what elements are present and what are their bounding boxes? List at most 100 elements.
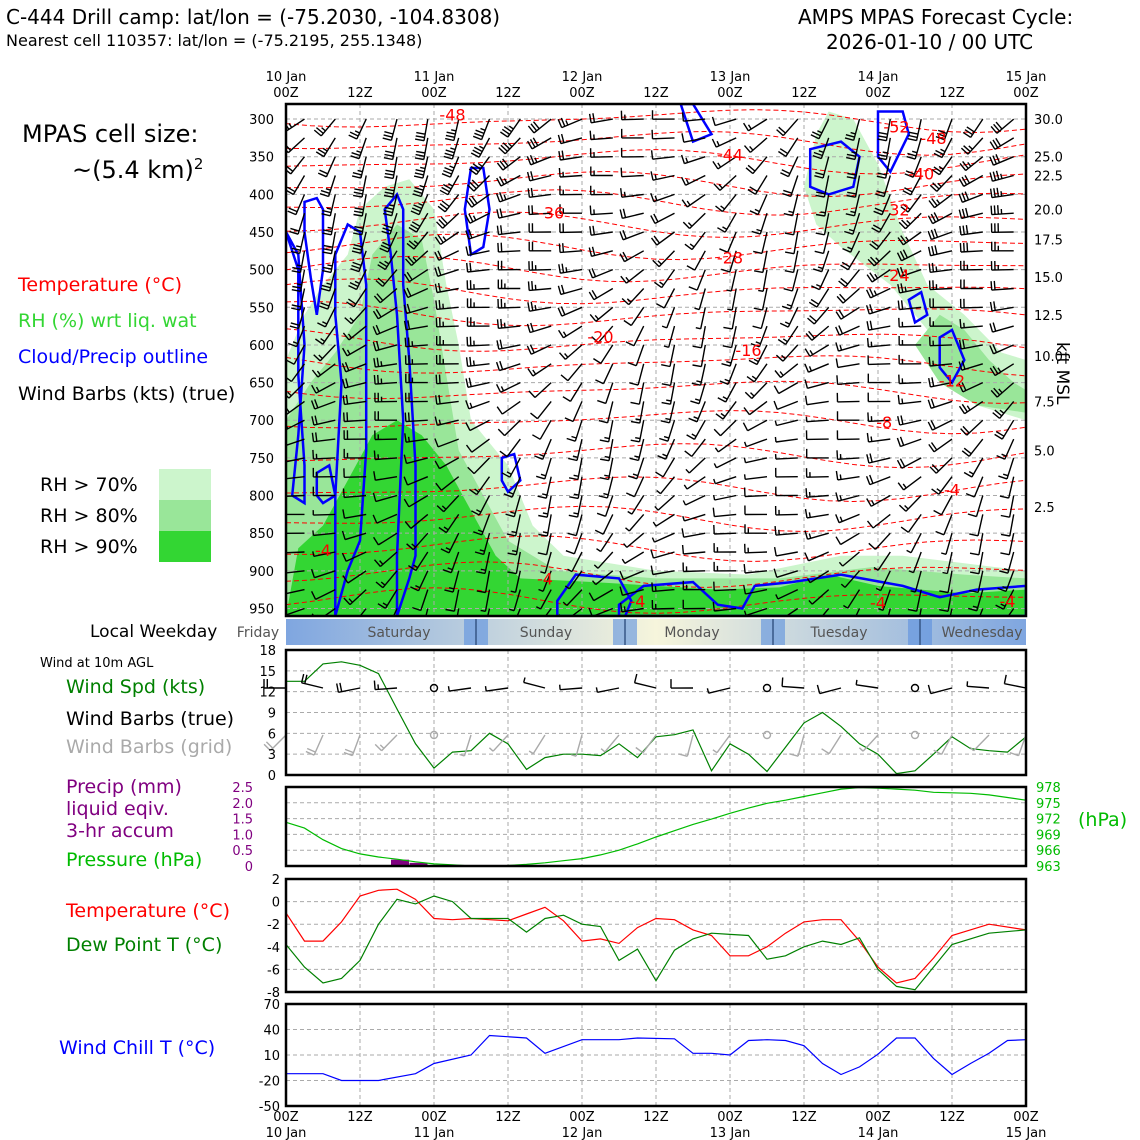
wind-barb xyxy=(319,288,336,310)
wind-barb xyxy=(425,608,429,616)
wind-barb xyxy=(774,436,798,443)
wind-barb xyxy=(928,377,953,388)
wind-barb-grid xyxy=(305,734,324,756)
wind-barb xyxy=(989,322,1014,333)
wind-barb xyxy=(559,223,583,234)
wind-barb xyxy=(663,325,676,348)
wind-barb xyxy=(404,250,429,267)
wind-barb-true xyxy=(781,677,805,689)
wind-barb-grid xyxy=(571,734,583,757)
wind-barb xyxy=(465,400,490,410)
temperature-contour xyxy=(286,505,1026,533)
wind-barb xyxy=(713,543,737,553)
pressure-tick-label: 900 xyxy=(249,565,274,580)
wind-barb xyxy=(465,229,490,240)
wind-barb xyxy=(466,317,490,327)
temp-tick-label: -2 xyxy=(267,918,280,933)
wind-barb xyxy=(719,231,737,253)
wind-10m-label: Wind at 10m AGL xyxy=(40,656,154,671)
wind-barb xyxy=(588,588,614,602)
wind-barb xyxy=(652,513,675,527)
wind-barb xyxy=(372,513,398,524)
wind-barb xyxy=(497,279,521,290)
wind-barb xyxy=(869,231,891,250)
wind-barb xyxy=(960,279,983,290)
wind-barb xyxy=(682,494,706,506)
height-tick-label: 30.0 xyxy=(1034,113,1063,128)
temperature-label: -16 xyxy=(735,341,761,360)
wind-barb xyxy=(743,438,768,448)
wind-barb xyxy=(626,476,645,498)
wind-barb xyxy=(781,288,799,310)
wind-barb xyxy=(505,495,521,518)
wind-barb xyxy=(620,167,644,178)
top-hour-label: 00Z xyxy=(569,86,595,101)
wind-barb xyxy=(526,154,552,166)
wind-barb xyxy=(497,242,521,253)
wind-barb xyxy=(509,589,521,612)
wind-barb xyxy=(599,438,614,462)
wind-barb xyxy=(495,381,521,393)
wind-barb xyxy=(692,325,706,349)
wind-barbs-grid-label: Wind Barbs (grid) xyxy=(66,736,233,758)
wind-barb xyxy=(440,532,460,554)
wind-barb xyxy=(620,147,644,158)
wind-barb xyxy=(408,551,429,572)
wind-barb xyxy=(343,468,367,478)
wind-barb xyxy=(836,375,860,385)
wind-barb xyxy=(442,551,460,574)
wind-barb xyxy=(568,438,583,462)
wind-barb xyxy=(562,589,583,607)
wind-barb xyxy=(651,599,675,610)
wind-barb xyxy=(927,419,953,431)
wind-barb xyxy=(373,471,398,481)
cloud-outline xyxy=(907,290,929,325)
wind-barb xyxy=(742,419,768,432)
wind-barb xyxy=(726,269,737,292)
wind-barb xyxy=(434,231,460,245)
wind-barb xyxy=(865,287,891,299)
bottom-date-label: 14 Jan xyxy=(858,1126,899,1140)
wind-barb-grid xyxy=(678,734,694,757)
wind-barb xyxy=(465,356,490,367)
wind-barb-true xyxy=(484,686,509,692)
wind-barb xyxy=(844,212,861,235)
wind-barb xyxy=(835,342,860,352)
wind-barb xyxy=(438,514,460,534)
pressure-tick-label: 650 xyxy=(249,377,274,392)
wind-barb xyxy=(989,187,1014,199)
wind-barb xyxy=(785,607,799,616)
height-tick-label: 5.0 xyxy=(1034,444,1055,459)
wind-barb xyxy=(540,551,552,574)
wind-barb xyxy=(656,288,676,309)
wind-barb xyxy=(621,551,645,564)
wind-barb xyxy=(535,457,552,480)
wind-barb xyxy=(470,137,491,158)
wind-barb xyxy=(286,137,305,154)
wind-barb xyxy=(559,185,583,196)
pressure-tick-label: 700 xyxy=(249,414,274,429)
wind-barb-true xyxy=(300,673,324,689)
wind-barb xyxy=(650,150,675,160)
wind-barb xyxy=(846,175,861,198)
wind-barb xyxy=(567,514,583,537)
wind-barb-true xyxy=(1003,674,1027,689)
wind-barb xyxy=(557,117,583,129)
temperature-label: -24 xyxy=(883,266,909,285)
wind-barb xyxy=(312,486,336,497)
wind-barb xyxy=(811,269,830,291)
wind-barb xyxy=(810,118,830,140)
wind-barb xyxy=(619,602,644,613)
wind-barb xyxy=(714,438,737,453)
wind-barb xyxy=(596,532,614,553)
wind-barb xyxy=(902,175,922,196)
wind-barb xyxy=(291,269,306,292)
legend-rh70: RH > 70% xyxy=(40,474,138,496)
cell-size-label: MPAS cell size: xyxy=(22,120,199,148)
wind-barb xyxy=(414,118,429,142)
wind-barb xyxy=(958,339,983,350)
wind-barb xyxy=(712,494,737,501)
panel-frame xyxy=(284,648,1028,777)
wind-barb xyxy=(844,118,861,141)
wind-barb xyxy=(341,361,367,373)
